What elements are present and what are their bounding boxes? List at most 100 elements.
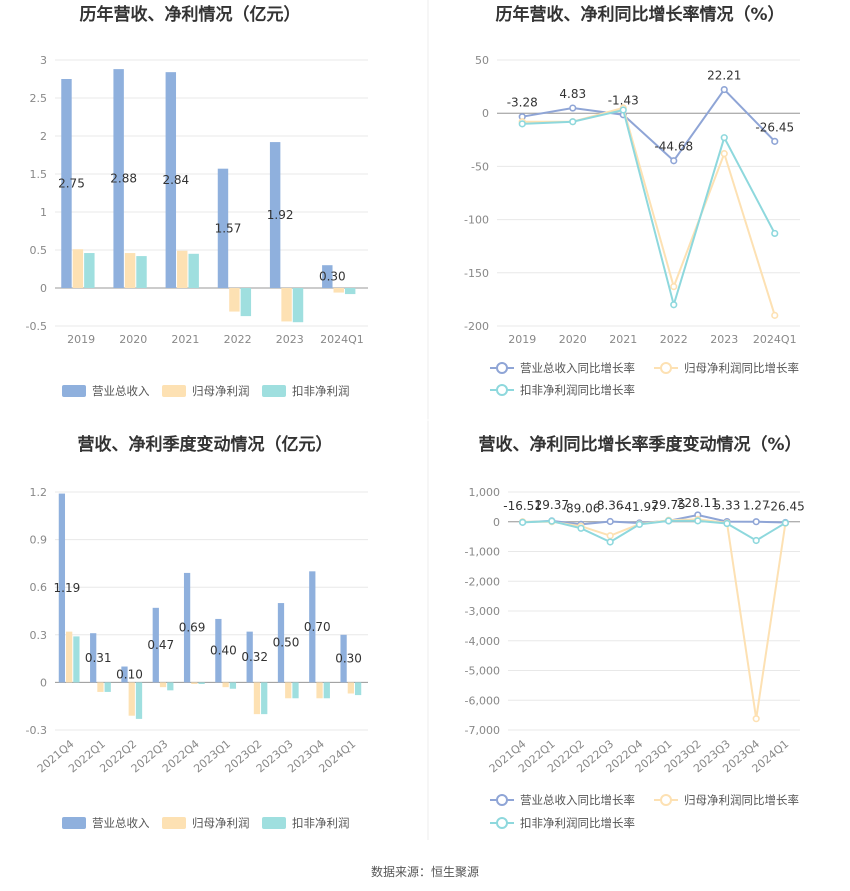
- series-point: [771, 137, 779, 145]
- series-point: [635, 520, 644, 529]
- bar-parent-net-profit: [97, 682, 104, 692]
- x-tick-label: 2024Q1: [753, 333, 797, 346]
- x-tick-label: 2020: [119, 333, 147, 346]
- bar-deducted-net-profit: [135, 682, 143, 719]
- legend-label: 营业总收入: [92, 384, 150, 398]
- legend-label: 扣非净利润同比增长率: [520, 816, 635, 830]
- chart-title: 营收、净利同比增长率季度变动情况（%）: [478, 434, 801, 455]
- annual-revenue-profit-chart: 历年营收、净利情况（亿元） -0.5 0 0.5 1 1.5 2 2.5 3 2019 2020 20…: [26, 4, 368, 398]
- series-point: [771, 311, 779, 319]
- bar-data-label: 1.57: [215, 221, 242, 235]
- series-line: [522, 518, 787, 719]
- x-tick-label: 2024Q1: [320, 333, 364, 346]
- y-tick-label: 1,000: [469, 486, 501, 499]
- bar-parent-net-profit: [316, 682, 323, 699]
- series-point: [720, 85, 728, 94]
- legend-label: 归母净利润同比增长率: [684, 793, 799, 807]
- bar-data-label: 2.88: [110, 172, 137, 186]
- point-data-label: -89.06: [562, 501, 601, 515]
- legend-label: 扣非净利润: [292, 384, 350, 398]
- series-point: [670, 283, 678, 291]
- x-tick-label: 2022: [224, 333, 252, 346]
- series-point: [720, 134, 728, 142]
- bar-revenue: [113, 69, 124, 289]
- bar-parent-net-profit: [124, 253, 136, 288]
- x-tick-label: 2023: [276, 333, 304, 346]
- bar-data-label: 0.69: [179, 621, 206, 635]
- bar-revenue: [217, 168, 229, 288]
- series-point: [670, 301, 678, 309]
- quarterly-revenue-profit-chart: 营收、净利季度变动情况（亿元）-0.300.30.60.91.22021Q420…: [26, 434, 368, 830]
- bar-revenue: [246, 631, 253, 683]
- quarterly-growth-rate-chart: 营收、净利同比增长率季度变动情况（%） -7,000 -6,000 -5,000 -4,…: [465, 434, 805, 830]
- x-tick-label: 2021: [171, 333, 199, 346]
- legend-swatch: [262, 385, 286, 397]
- y-tick-label: -50: [471, 160, 489, 173]
- y-tick-label: 0.5: [30, 244, 48, 257]
- series-point: [664, 517, 673, 525]
- series-point: [720, 150, 728, 158]
- bar-revenue: [165, 72, 177, 288]
- bar-deducted-net-profit: [73, 636, 80, 683]
- y-tick-label: -6,000: [465, 694, 500, 707]
- bar-deducted-net-profit: [292, 682, 299, 699]
- bar-deducted-net-profit: [229, 682, 237, 689]
- legend-swatch-marker: [660, 794, 672, 806]
- y-tick-label: -1,000: [465, 546, 500, 559]
- chart-title: 历年营收、净利情况（亿元）: [80, 4, 301, 25]
- y-tick-label: 2: [40, 130, 47, 143]
- series-point: [606, 532, 614, 540]
- y-tick-label: 1: [40, 206, 47, 219]
- bar-data-label: 0.31: [85, 651, 112, 665]
- point-data-label: -1.43: [608, 94, 639, 108]
- y-tick-label: 1.2: [30, 486, 48, 499]
- series-point: [694, 517, 702, 525]
- legend-label: 归母净利润: [192, 384, 250, 398]
- y-tick-label: -4,000: [465, 635, 500, 648]
- bar-revenue: [269, 142, 281, 288]
- bar-deducted-net-profit: [84, 253, 95, 288]
- legend-swatch: [162, 817, 186, 829]
- y-tick-label: 0: [40, 282, 47, 295]
- bar-revenue: [183, 572, 191, 683]
- y-tick-label: -100: [464, 214, 489, 227]
- bar-parent-net-profit: [191, 682, 198, 684]
- x-tick-label: 2019: [67, 333, 95, 346]
- point-data-label: 1.27: [743, 499, 770, 513]
- y-tick-label: 0: [493, 516, 500, 529]
- legend-swatch: [62, 817, 86, 829]
- series-point: [752, 715, 760, 723]
- y-tick-label: -200: [464, 320, 489, 333]
- bar-parent-net-profit: [253, 682, 261, 715]
- bar-revenue: [152, 607, 159, 683]
- bar-data-label: 0.10: [116, 667, 143, 681]
- legend-label: 营业总收入同比增长率: [520, 361, 635, 375]
- bar-deducted-net-profit: [167, 682, 174, 691]
- legend-label: 营业总收入: [92, 816, 150, 830]
- series-point: [606, 517, 614, 526]
- series-point: [548, 517, 556, 525]
- legend-label: 归母净利润同比增长率: [684, 361, 799, 375]
- series-point: [569, 118, 577, 126]
- bar-deducted-net-profit: [323, 682, 330, 699]
- y-tick-label: 0.9: [30, 534, 48, 547]
- series-line: [522, 88, 776, 163]
- bar-deducted-net-profit: [240, 288, 252, 317]
- legend-label: 扣非净利润同比增长率: [520, 383, 635, 397]
- series-line: [522, 519, 786, 544]
- y-tick-label: 3: [40, 54, 47, 67]
- bar-revenue: [277, 603, 285, 683]
- series-point: [619, 106, 627, 114]
- y-tick-label: 2.5: [30, 92, 48, 105]
- point-data-label: -3.28: [507, 96, 538, 110]
- point-data-label: 5.33: [714, 499, 741, 513]
- bar-parent-net-profit: [66, 631, 73, 683]
- bar-deducted-net-profit: [198, 682, 205, 684]
- point-data-label: 29.37: [535, 498, 569, 512]
- x-tick-label: 2019: [508, 333, 536, 346]
- y-tick-label: -7,000: [465, 724, 500, 737]
- bar-deducted-net-profit: [136, 256, 147, 288]
- series-point: [670, 157, 678, 165]
- bar-parent-net-profit: [347, 682, 354, 694]
- bar-revenue: [322, 265, 333, 288]
